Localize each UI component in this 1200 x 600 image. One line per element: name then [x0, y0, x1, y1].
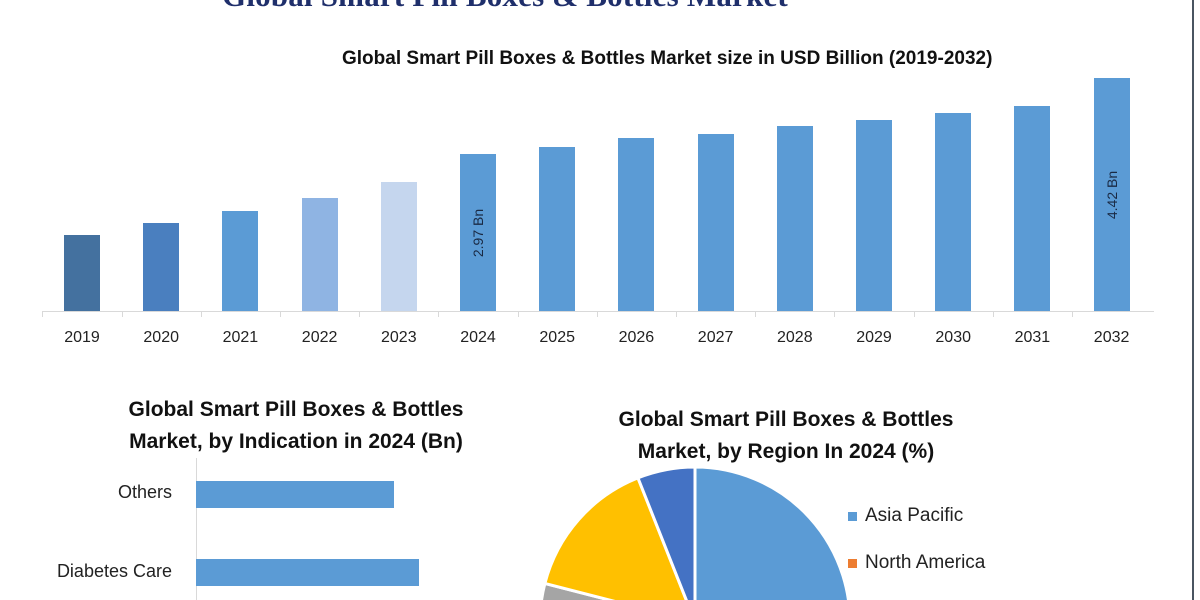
indication-title-line1: Global Smart Pill Boxes & Bottles — [128, 398, 464, 421]
right-border-divider — [1192, 0, 1194, 600]
bar-2024: 2.97 Bn — [460, 154, 496, 311]
bar-2029 — [856, 120, 892, 311]
x-axis-label-2026: 2026 — [618, 329, 655, 346]
x-axis-label-2020: 2020 — [143, 329, 179, 346]
legend-label-north-america: North America — [865, 552, 986, 573]
x-axis-tick — [280, 311, 281, 317]
x-axis-label-2028: 2028 — [777, 329, 813, 346]
bar-2028 — [776, 126, 813, 311]
indication-bar-others — [196, 481, 394, 508]
x-axis-tick — [914, 311, 915, 317]
indication-label-others: Others — [117, 482, 172, 502]
indication-chart-title: Global Smart Pill Boxes & Bottles Market… — [96, 394, 496, 458]
bar-2020 — [143, 223, 180, 311]
x-axis-label-2030: 2030 — [935, 329, 971, 346]
region-title-line2: Market, by Region In 2024 (%) — [637, 440, 935, 463]
x-axis-tick — [42, 311, 43, 317]
indication-bar-diabetes-care — [196, 559, 419, 586]
x-axis-label-2029: 2029 — [856, 329, 892, 346]
x-axis-tick — [1072, 311, 1073, 317]
region-chart-title: Global Smart Pill Boxes & Bottles Market… — [586, 404, 986, 468]
legend-swatch-north-america — [848, 558, 857, 568]
bar-2031 — [1014, 106, 1051, 311]
x-axis-tick — [755, 311, 756, 317]
bar-2025 — [539, 147, 576, 311]
indication-label-diabetes-care: Diabetes Care — [56, 561, 172, 581]
x-axis-label-2023: 2023 — [381, 329, 417, 346]
bar-2019 — [64, 235, 100, 311]
bar-2023 — [380, 182, 417, 311]
x-axis-tick — [518, 311, 519, 317]
x-axis-label-2027: 2027 — [697, 329, 734, 346]
legend-item-asia-pacific: Asia Pacific — [848, 505, 963, 527]
region-pie-chart — [540, 465, 850, 600]
bar-2032: 4.42 Bn — [1093, 78, 1130, 311]
legend-item-north-america: North America — [848, 552, 985, 574]
x-axis-tick — [359, 311, 360, 317]
bar-2022 — [301, 198, 338, 311]
main-title: Global Smart Pill Boxes & Bottles Market — [222, 0, 822, 14]
x-axis-tick — [438, 311, 439, 317]
x-axis-line — [42, 311, 1154, 312]
x-axis-label-2032: 2032 — [1093, 329, 1130, 346]
x-axis-tick — [676, 311, 677, 317]
bar-chart-title: Global Smart Pill Boxes & Bottles Market… — [342, 48, 993, 69]
bar-2030 — [935, 113, 972, 311]
indication-y-axis — [196, 458, 197, 600]
bar-2027 — [697, 134, 734, 311]
x-axis-tick — [201, 311, 202, 317]
bar-data-label-2032: 4.42 Bn — [1103, 170, 1120, 219]
bar-2026 — [618, 138, 655, 311]
x-axis-label-2019: 2019 — [64, 329, 100, 346]
x-axis-tick — [993, 311, 994, 317]
bar-2021 — [222, 211, 259, 311]
x-axis-label-2024: 2024 — [460, 329, 496, 346]
region-title-line1: Global Smart Pill Boxes & Bottles — [618, 408, 954, 431]
pie-slice-asia-pacific — [693, 465, 850, 600]
bar-data-label-2024: 2.97 Bn — [470, 208, 486, 257]
pie-slice-middle-east-africa — [543, 475, 688, 600]
x-axis-label-2025: 2025 — [539, 329, 575, 346]
indication-title-line2: Market, by Indication in 2024 (Bn) — [129, 430, 463, 453]
legend-label-asia-pacific: Asia Pacific — [865, 505, 964, 526]
x-axis-label-2031: 2031 — [1014, 329, 1051, 346]
x-axis-label-2022: 2022 — [301, 329, 338, 346]
pie-slice-south-america — [635, 465, 697, 600]
x-axis-tick — [834, 311, 835, 317]
x-axis-label-2021: 2021 — [222, 329, 259, 346]
x-axis-tick — [597, 311, 598, 317]
legend-swatch-asia-pacific — [848, 511, 857, 521]
x-axis-tick — [122, 311, 123, 317]
